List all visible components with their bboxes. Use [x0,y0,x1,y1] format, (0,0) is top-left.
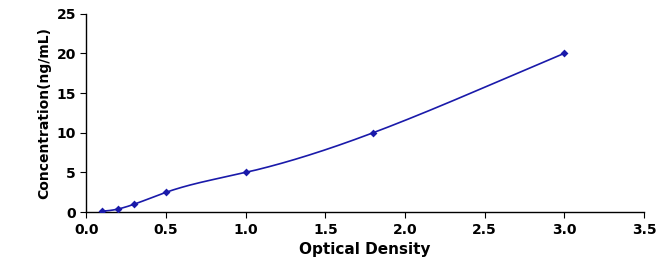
Point [113,207,124,211]
Y-axis label: Concentration(ng/mL): Concentration(ng/mL) [37,27,51,199]
Point [240,170,251,175]
Point [559,51,570,55]
Point [129,202,139,206]
Point [368,131,378,135]
Point [97,209,108,213]
Point [161,190,171,194]
X-axis label: Optical Density: Optical Density [299,242,431,257]
